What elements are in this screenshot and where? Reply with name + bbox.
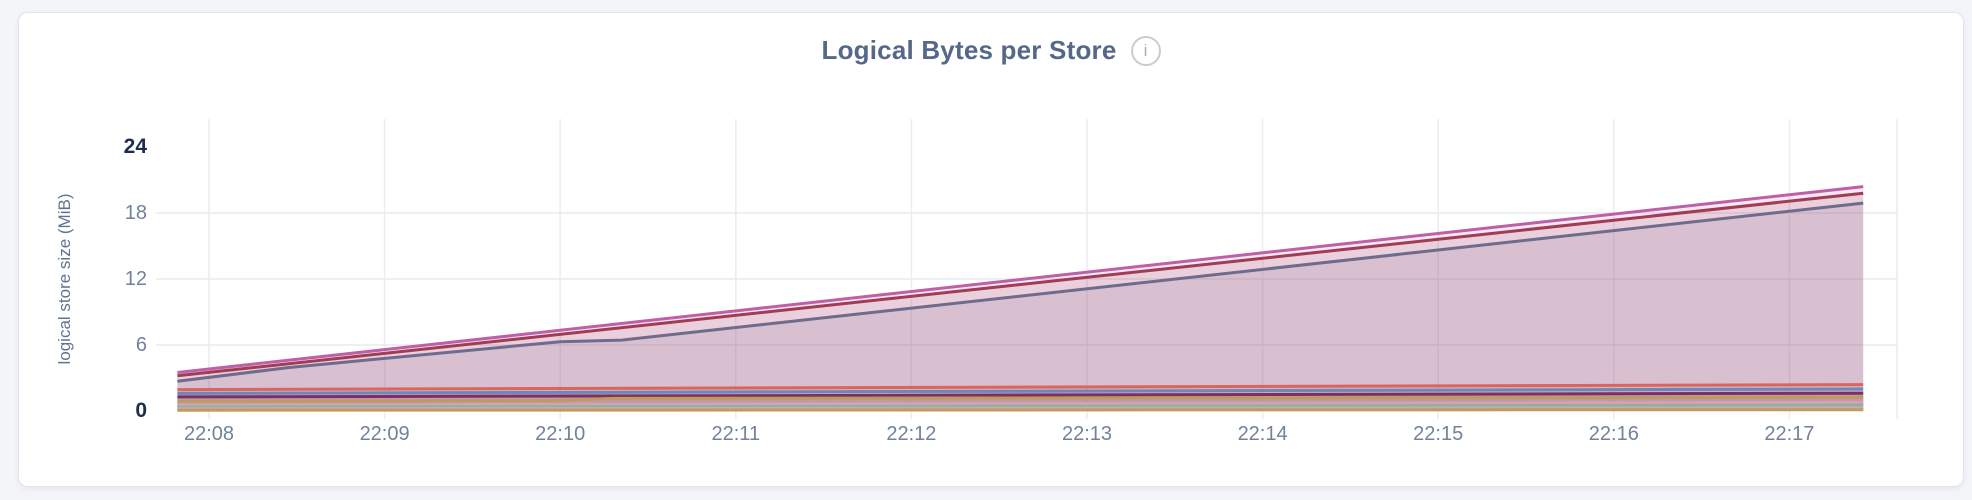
x-tick-label: 22:10 [535, 423, 586, 445]
y-tick-label: 24 [123, 135, 147, 158]
x-tick-label: 22:12 [886, 423, 937, 445]
series-line [177, 400, 1864, 407]
y-tick-label: 18 [124, 202, 147, 224]
y-tick-label: 6 [135, 334, 147, 356]
chart-card: Logical Bytes per Store i logical store … [18, 12, 1964, 487]
info-icon[interactable]: i [1130, 35, 1161, 66]
series-line [177, 387, 1864, 395]
series-line [177, 406, 1864, 411]
y-tick-label: 0 [135, 399, 147, 422]
chart-plot-area[interactable] [19, 13, 1963, 486]
x-tick-label: 22:16 [1588, 423, 1639, 445]
series-area [177, 186, 1864, 411]
series-area [177, 193, 1864, 411]
series-line [177, 201, 1864, 383]
x-tick-label: 22:09 [359, 423, 410, 445]
x-tick-label: 22:14 [1237, 423, 1288, 445]
x-tick-label: 22:17 [1764, 423, 1815, 445]
series-line [177, 191, 1864, 378]
series-area [177, 203, 1864, 411]
series-line [177, 408, 1864, 412]
x-tick-label: 22:11 [711, 423, 761, 445]
x-tick-label: 22:13 [1061, 423, 1113, 445]
series-line [177, 383, 1864, 392]
y-tick-label: 12 [124, 268, 147, 290]
series-line [177, 391, 1864, 399]
series-line [177, 185, 1864, 374]
series-line [177, 395, 1864, 403]
series-line [177, 403, 1864, 409]
x-tick-label: 22:15 [1413, 423, 1464, 445]
x-tick-label: 22:08 [183, 423, 235, 445]
